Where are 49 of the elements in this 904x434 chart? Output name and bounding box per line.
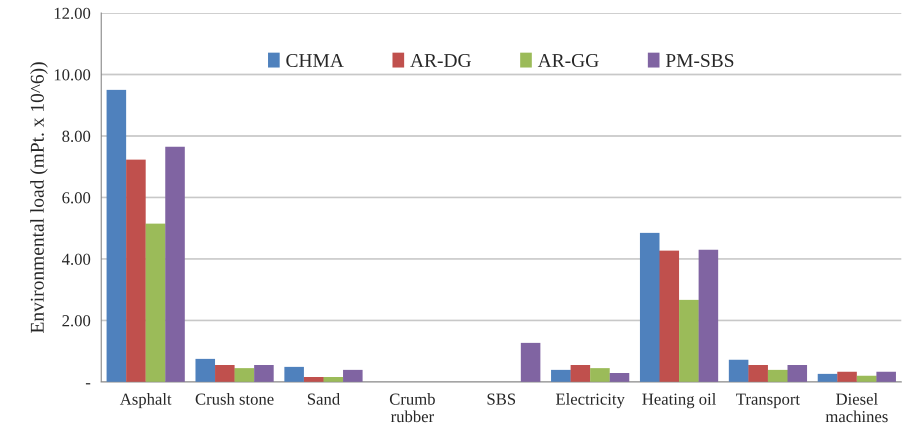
bar xyxy=(234,368,254,382)
bar xyxy=(728,360,748,382)
bar xyxy=(304,377,324,382)
bar xyxy=(146,224,166,382)
legend-label: CHMA xyxy=(286,54,344,68)
bar xyxy=(323,377,344,382)
y-tick-label: - xyxy=(86,383,90,384)
bar xyxy=(551,370,571,382)
x-tick-label: Heating oil xyxy=(642,393,716,408)
x-tick-label: Crumb rubber xyxy=(390,393,435,422)
y-tick-label: 12.00 xyxy=(54,8,90,20)
x-tick-label: Electricity xyxy=(556,393,625,408)
bar xyxy=(818,374,838,382)
bar xyxy=(126,160,146,382)
bar xyxy=(343,370,363,382)
x-tick-label: Transport xyxy=(736,394,800,408)
bar xyxy=(215,365,235,382)
bar xyxy=(165,146,185,382)
bar xyxy=(610,373,630,382)
bar xyxy=(570,365,590,382)
x-tick-label: SBS xyxy=(488,394,516,405)
bar xyxy=(679,300,699,382)
bar xyxy=(195,358,216,382)
bar xyxy=(788,365,808,382)
y-tick-label: 10.00 xyxy=(54,69,90,81)
x-tick-label: Asphalt xyxy=(120,393,172,408)
y-tick-label: 6.00 xyxy=(62,192,90,204)
y-tick-label: 8.00 xyxy=(62,130,90,142)
bar xyxy=(590,368,610,382)
x-tick-label: Sand xyxy=(308,393,340,405)
bar xyxy=(768,370,788,382)
bar xyxy=(660,250,680,382)
legend-label: AR-DG xyxy=(410,54,471,68)
y-tick-label: 4.00 xyxy=(62,254,90,265)
bar xyxy=(640,232,660,382)
bar xyxy=(106,90,126,382)
y-axis-title: Environmental load (mPt. x 10^6)) xyxy=(30,62,48,333)
legend-label: PM-SBS xyxy=(666,54,734,68)
legend-label: AR-GG xyxy=(538,54,599,68)
y-tick-label: 2.00 xyxy=(62,315,90,326)
x-tick-label: Diesel machines xyxy=(826,393,888,422)
bar xyxy=(837,372,857,382)
x-tick-label: Crush stone xyxy=(196,393,274,405)
bar xyxy=(876,372,896,382)
bar xyxy=(520,342,540,382)
bar xyxy=(698,250,718,382)
bar xyxy=(284,366,304,382)
bar xyxy=(748,365,768,382)
bar xyxy=(254,365,274,382)
